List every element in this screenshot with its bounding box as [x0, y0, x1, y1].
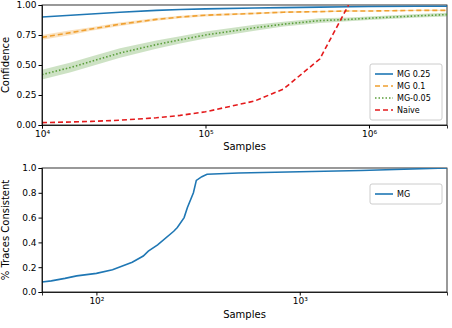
legend-label: MG: [397, 190, 410, 199]
tick-label: 0.25: [16, 90, 36, 100]
tick: 1.0: [22, 163, 42, 173]
tick: 0.2: [22, 263, 42, 273]
x-axis-title: Samples: [223, 141, 266, 152]
legend-swatch: [375, 85, 393, 87]
tick: 10⁵: [198, 125, 213, 139]
axis-line: [43, 126, 448, 129]
y-axis: 0.0 0.2 0.4 0.6 0.8 1.0: [22, 163, 42, 297]
tick: 0.00: [16, 120, 42, 130]
tick-label: 0.6: [22, 213, 37, 223]
legend: MG 0.25 MG 0.1 MG-0.05 Naive: [370, 64, 442, 120]
legend-label: MG-0.05: [397, 94, 431, 103]
tick-mark: [39, 35, 43, 36]
tick: 10³: [293, 292, 308, 306]
tick: 10²: [89, 292, 104, 306]
tick-mark: [39, 218, 43, 219]
x-axis: 10² 10³: [43, 292, 448, 306]
tick-label: 0.0: [22, 287, 37, 297]
tick: 1.00: [16, 0, 42, 10]
tick-label: 10²: [89, 296, 104, 306]
tick: 0.50: [16, 60, 42, 70]
tick: 10⁴: [35, 125, 50, 139]
legend-box: [370, 64, 442, 120]
legend-label: MG 0.25: [397, 70, 430, 79]
tick: 0.8: [22, 188, 42, 198]
tick: 0.6: [22, 213, 42, 223]
x-axis-title: Samples: [223, 309, 266, 320]
legend-box: [370, 184, 442, 204]
tick-mark: [39, 242, 43, 243]
axis-line: [39, 169, 43, 293]
chart-0: 10⁴ 10⁵ 10⁶ 0.00 0.25 0.50 0.75 1.00 Samples Conf…: [0, 0, 448, 152]
figure: 10⁴ 10⁵ 10⁶ 0.00 0.25 0.50 0.75 1.00 Samples Conf…: [0, 0, 452, 328]
legend-swatch: [375, 97, 393, 99]
tick-label: 0.2: [22, 263, 36, 273]
plot-frame: [42, 168, 447, 292]
tick: 0.75: [16, 30, 42, 40]
legend: MG: [370, 184, 442, 204]
tick-label: 0.8: [22, 188, 37, 198]
tick-label: 10⁶: [362, 129, 377, 139]
tick-label: 1.0: [22, 163, 37, 173]
tick-mark: [39, 5, 43, 6]
tick-mark: [39, 267, 43, 268]
tick: 10⁶: [362, 125, 377, 139]
tick-label: 10⁴: [35, 129, 50, 139]
tick-mark: [39, 95, 43, 96]
legend-label: Naive: [397, 106, 420, 115]
tick-label: 0.00: [16, 120, 36, 130]
y-axis-title: % Traces Consistent: [0, 180, 11, 281]
axis-line: [39, 6, 43, 126]
tick-mark: [39, 168, 43, 169]
plot-area: [42, 168, 447, 282]
plot-frame: [42, 5, 447, 125]
tick-mark: [39, 193, 43, 194]
tick-label: 0.50: [16, 60, 36, 70]
y-axis: 0.00 0.25 0.50 0.75 1.00: [16, 0, 42, 130]
tick-label: 1.00: [16, 0, 36, 10]
tick-label: 0.75: [16, 30, 36, 40]
tick: 0.25: [16, 90, 42, 100]
y-axis-title: Confidence: [0, 37, 11, 93]
legend-swatch: [375, 73, 393, 75]
legend-label: MG 0.1: [397, 82, 425, 91]
tick: 0.0: [22, 287, 42, 297]
tick: 0.4: [22, 238, 42, 248]
series-line: [42, 10, 447, 37]
legend-swatch: [375, 109, 393, 111]
tick-label: 10⁵: [198, 129, 213, 139]
plot-area: [42, 5, 447, 123]
x-axis: 10⁴ 10⁵ 10⁶: [35, 125, 448, 139]
legend-swatch: [375, 193, 393, 195]
chart-1: 10² 10³ 0.0 0.2 0.4 0.6 0.8 1.0 Samples % Traces …: [0, 163, 448, 320]
tick-label: 10³: [293, 296, 308, 306]
series-line: [42, 168, 447, 282]
tick-label: 0.4: [22, 238, 37, 248]
confidence-band: [42, 10, 447, 40]
series-line: [42, 6, 447, 17]
tick-mark: [39, 125, 43, 126]
tick-mark: [39, 65, 43, 66]
series-line: [42, 5, 349, 123]
tick-mark: [39, 292, 43, 293]
